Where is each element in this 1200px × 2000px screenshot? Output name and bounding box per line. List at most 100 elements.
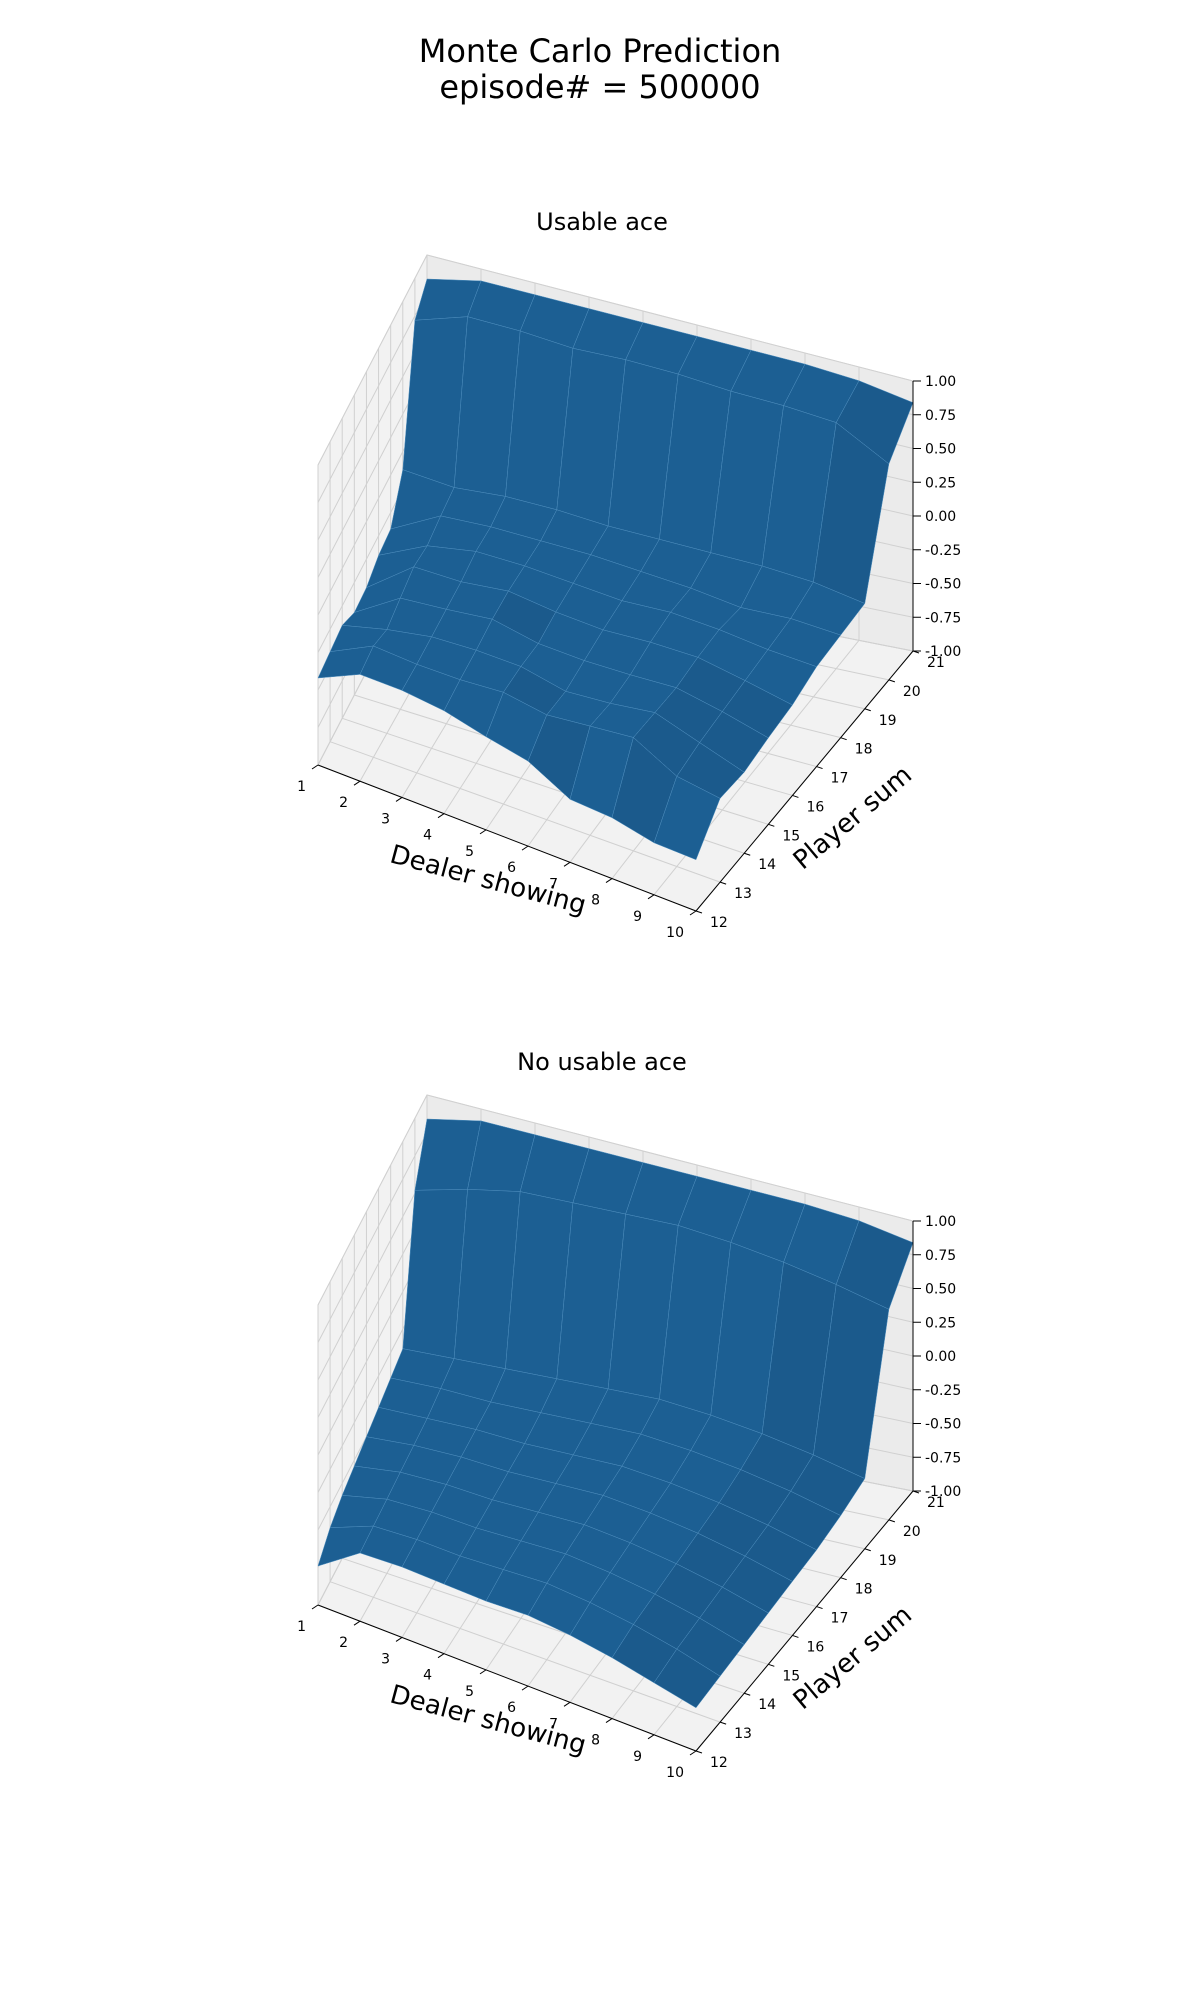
axes-1: No usable ace123456789101213141516171819… bbox=[297, 1048, 961, 1781]
z-tick-label: 0.00 bbox=[925, 509, 956, 525]
y-tick-mark bbox=[768, 823, 775, 827]
z-tick-label: -1.00 bbox=[925, 1484, 961, 1500]
x-tick-mark bbox=[605, 1718, 613, 1723]
y-tick-mark bbox=[792, 1634, 799, 1638]
x-tick-mark bbox=[563, 861, 571, 867]
y-tick-label: 14 bbox=[758, 1697, 776, 1713]
y-tick-label: 12 bbox=[710, 915, 728, 931]
y-tick-mark bbox=[744, 852, 751, 856]
x-tick-label: 7 bbox=[549, 1716, 558, 1732]
x-tick-mark bbox=[689, 1750, 697, 1756]
y-tick-mark bbox=[864, 708, 871, 712]
y-tick-mark bbox=[840, 1577, 847, 1581]
y-tick-label: 14 bbox=[758, 857, 776, 873]
surface bbox=[317, 278, 914, 861]
z-tick-label: -0.25 bbox=[925, 1383, 961, 1399]
x-tick-label: 3 bbox=[381, 1651, 390, 1667]
z-tick-label: 0.50 bbox=[925, 442, 956, 458]
x-tick-mark bbox=[647, 894, 655, 900]
z-tick-label: -0.25 bbox=[925, 543, 961, 559]
z-tick-label: 0.25 bbox=[925, 1315, 956, 1331]
x-tick-mark bbox=[395, 1637, 403, 1642]
y-tick-mark bbox=[888, 1519, 896, 1523]
usable-ace-plot: Usable ace123456789101213141516171819202… bbox=[297, 208, 961, 941]
y-axis-line bbox=[695, 650, 914, 912]
y-tick-mark bbox=[792, 794, 799, 798]
x-tick-label: 10 bbox=[666, 925, 684, 941]
y-ticks: 12 13 14 15 16 17 18 19 20 21 bbox=[695, 650, 945, 931]
x-tick-mark bbox=[311, 1604, 319, 1610]
x-tick-label: 8 bbox=[591, 1733, 600, 1749]
y-tick-label: 18 bbox=[855, 742, 873, 758]
x-tick-label: 9 bbox=[633, 909, 642, 925]
x-tick-mark bbox=[563, 1701, 571, 1707]
y-tick-label: 13 bbox=[734, 886, 752, 902]
y-tick-label: 13 bbox=[734, 1726, 752, 1742]
x-tick-label: 1 bbox=[297, 1619, 306, 1635]
x-tick-label: 7 bbox=[549, 876, 558, 892]
x-tick-label: 1 bbox=[297, 779, 306, 795]
surface-patch bbox=[653, 1648, 721, 1709]
x-tick-mark bbox=[605, 878, 613, 883]
y-tick-mark bbox=[768, 1663, 775, 1667]
x-tick-mark bbox=[479, 1669, 487, 1675]
y-tick-mark bbox=[816, 1606, 823, 1610]
x-tick-label: 2 bbox=[339, 795, 348, 811]
z-tick-label: -0.50 bbox=[925, 1417, 961, 1433]
y-tick-label: 18 bbox=[855, 1582, 873, 1598]
x-axis-line bbox=[317, 764, 697, 912]
y-tick-mark bbox=[840, 737, 847, 741]
y-tick-label: 12 bbox=[710, 1755, 728, 1771]
figure-subtitle: episode# = 500000 bbox=[439, 68, 761, 106]
y-axis-line bbox=[695, 1490, 914, 1752]
x-tick-mark bbox=[689, 910, 697, 916]
z-tick-label: 1.00 bbox=[925, 1214, 956, 1230]
y-tick-label: 15 bbox=[782, 828, 800, 844]
subplot-title: Usable ace bbox=[536, 208, 668, 236]
no-usable-ace-plot: No usable ace123456789101213141516171819… bbox=[297, 1048, 961, 1781]
x-tick-label: 8 bbox=[591, 893, 600, 909]
z-tick-label: -1.00 bbox=[925, 644, 961, 660]
z-tick-label: 0.50 bbox=[925, 1282, 956, 1298]
z-tick-label: 0.75 bbox=[925, 408, 956, 424]
x-tick-label: 6 bbox=[507, 1700, 516, 1716]
x-ticks: 1 2 3 4 5 6 7 8 9 10 bbox=[297, 1604, 697, 1781]
z-tick-label: -0.50 bbox=[925, 577, 961, 593]
figure-title: Monte Carlo Prediction bbox=[418, 32, 782, 70]
y-tick-label: 19 bbox=[879, 713, 897, 729]
y-tick-mark bbox=[719, 881, 727, 885]
x-tick-label: 4 bbox=[423, 1668, 432, 1684]
x-tick-label: 5 bbox=[465, 1684, 474, 1700]
y-tick-mark bbox=[888, 679, 896, 683]
y-tick-mark bbox=[864, 1548, 871, 1552]
z-tick-label: -0.75 bbox=[925, 610, 961, 626]
z-tick-label: 0.00 bbox=[925, 1349, 956, 1365]
z-tick-label: -0.75 bbox=[925, 1450, 961, 1466]
x-tick-mark bbox=[437, 1653, 445, 1659]
y-tick-label: 20 bbox=[903, 1524, 921, 1540]
y-tick-label: 19 bbox=[879, 1553, 897, 1569]
x-tick-mark bbox=[437, 813, 445, 819]
x-tick-mark bbox=[479, 829, 487, 835]
x-ticks: 1 2 3 4 5 6 7 8 9 10 bbox=[297, 764, 697, 941]
axes-0: Usable ace123456789101213141516171819202… bbox=[297, 208, 961, 941]
y-tick-label: 21 bbox=[927, 655, 945, 671]
y-tick-label: 21 bbox=[927, 1495, 945, 1511]
x-tick-mark bbox=[311, 764, 319, 770]
x-axis-line bbox=[317, 1604, 697, 1752]
x-tick-mark bbox=[521, 845, 529, 851]
x-tick-mark bbox=[395, 797, 403, 802]
x-tick-label: 5 bbox=[465, 844, 474, 860]
x-tick-mark bbox=[521, 1685, 529, 1691]
x-tick-mark bbox=[353, 780, 361, 786]
x-tick-mark bbox=[353, 1620, 361, 1626]
y-tick-mark bbox=[719, 1721, 727, 1725]
subplot-title: No usable ace bbox=[517, 1048, 687, 1076]
z-tick-label: 1.00 bbox=[925, 374, 956, 390]
y-ticks: 12 13 14 15 16 17 18 19 20 21 bbox=[695, 1490, 945, 1771]
x-tick-label: 3 bbox=[381, 811, 390, 827]
surface bbox=[317, 1118, 914, 1709]
y-tick-label: 20 bbox=[903, 684, 921, 700]
x-tick-label: 10 bbox=[666, 1765, 684, 1781]
y-tick-label: 16 bbox=[806, 1639, 824, 1655]
